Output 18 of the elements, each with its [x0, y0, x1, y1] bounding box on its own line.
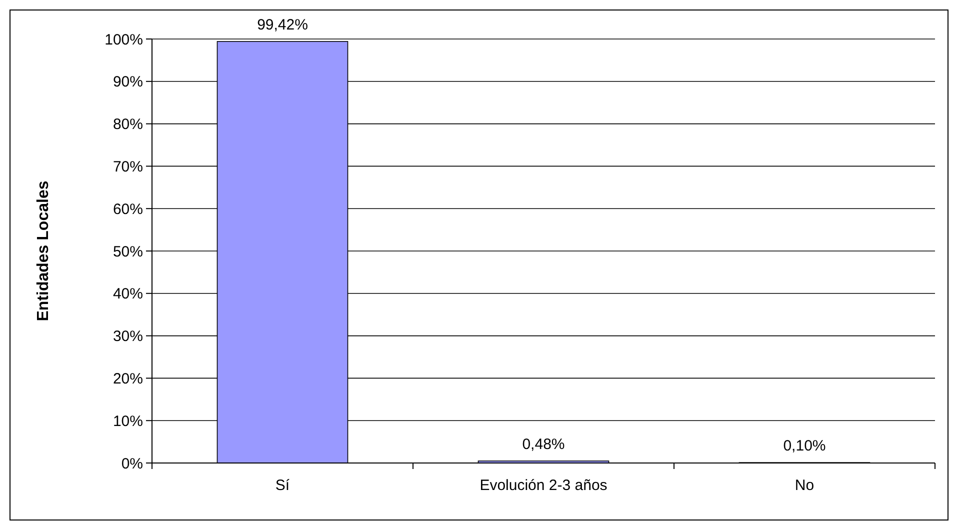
y-tick-label: 30%	[112, 328, 143, 346]
y-tick-label: 10%	[112, 412, 143, 430]
x-tick-label: No	[794, 477, 814, 494]
y-axis-title: Entidades Locales	[35, 180, 52, 322]
data-label: 99,42%	[257, 16, 308, 34]
y-tick-label: 70%	[112, 158, 143, 176]
y-tick-label: 60%	[112, 200, 143, 218]
y-tick-label: 50%	[112, 243, 143, 260]
x-tick-label: Evolución 2-3 años	[480, 477, 608, 494]
x-tick-label: Sí	[275, 477, 290, 494]
y-tick-label: 80%	[112, 116, 143, 134]
y-tick-label: 20%	[112, 370, 143, 388]
data-label: 0,48%	[522, 436, 565, 453]
y-tick-label: 90%	[112, 74, 143, 91]
y-tick-label: 0%	[121, 455, 143, 472]
y-tick-label: 100%	[104, 31, 143, 48]
data-label: 0,10%	[783, 438, 826, 455]
y-tick-label: 40%	[112, 286, 143, 303]
